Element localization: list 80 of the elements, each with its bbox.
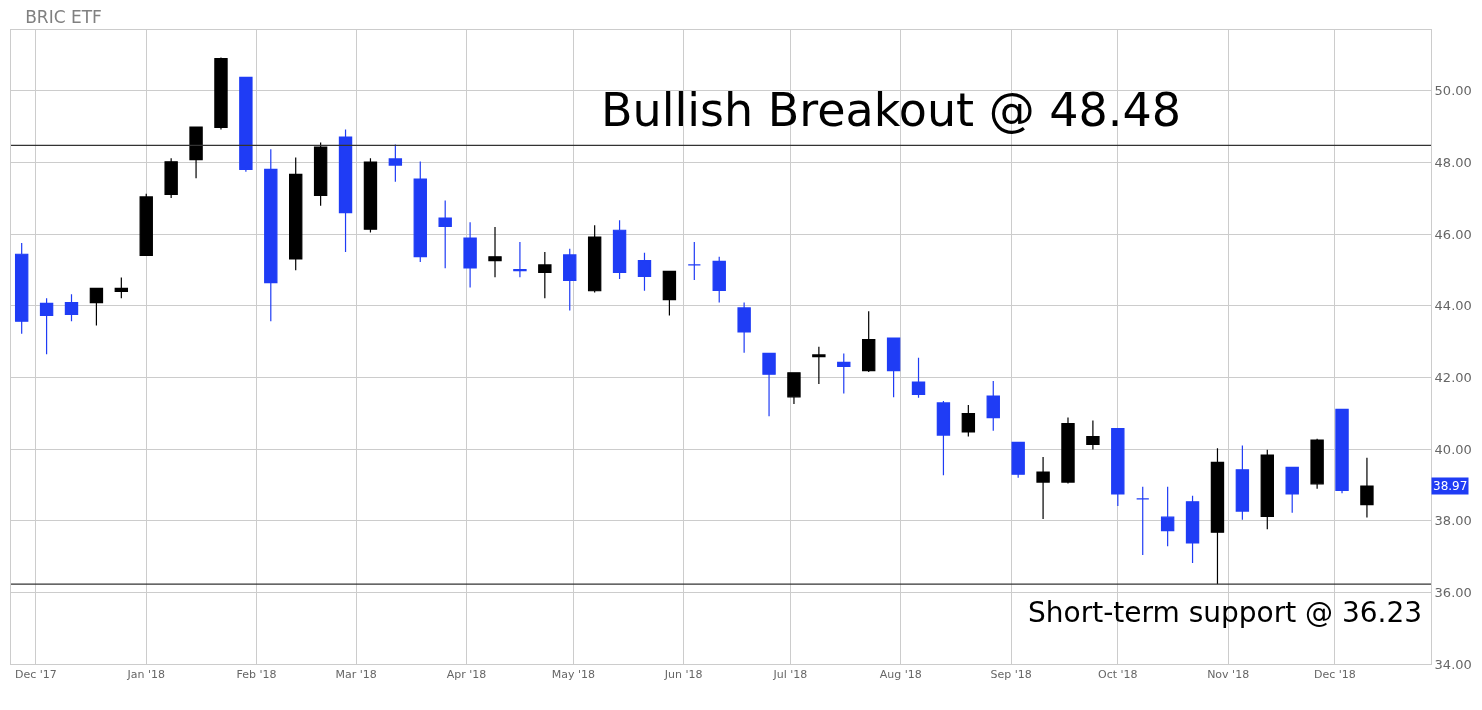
candlestick — [1310, 438, 1324, 490]
candlestick — [563, 248, 577, 312]
candlestick — [837, 352, 851, 395]
candlestick — [189, 126, 203, 179]
candlestick — [787, 372, 801, 405]
candlestick — [39, 297, 54, 355]
x-tick-label: Jan '18 — [126, 668, 165, 682]
candlestick — [1061, 416, 1075, 485]
candlestick — [538, 251, 552, 299]
annotation: 38.97 — [1433, 479, 1468, 493]
candlestick — [1335, 408, 1349, 494]
candlestick — [313, 141, 328, 207]
y-tick-label: 42.00 — [1434, 370, 1472, 385]
candlestick — [911, 357, 926, 399]
chart-title: BRIC ETF — [25, 6, 102, 27]
x-tick-label: May '18 — [551, 668, 595, 682]
y-tick-label: 40.00 — [1434, 441, 1472, 457]
candlestick — [587, 224, 602, 294]
candlestick — [1111, 428, 1125, 507]
candlestick — [1185, 495, 1200, 564]
candlestick — [164, 157, 178, 199]
candlestick — [1136, 486, 1150, 556]
x-tick-label: Nov '18 — [1207, 668, 1250, 682]
candlestick — [861, 310, 876, 373]
candlestick — [712, 256, 726, 304]
x-tick-label: Aug '18 — [879, 668, 922, 682]
candlestick — [762, 352, 776, 417]
y-tick-label: 34.00 — [1434, 656, 1472, 672]
candlestick — [463, 221, 477, 289]
candlestick — [1260, 449, 1274, 530]
candlestick — [687, 241, 702, 281]
x-tick-label: Dec '18 — [1314, 668, 1356, 682]
candlestick — [1235, 444, 1250, 521]
candlestick — [139, 193, 153, 256]
candlestick — [14, 242, 29, 335]
y-tick-label: 44.00 — [1434, 298, 1472, 314]
candlestick — [612, 219, 627, 280]
x-tick-label: Jul '18 — [772, 668, 808, 682]
y-tick-label: 38.00 — [1434, 513, 1472, 529]
candlestick — [637, 252, 652, 292]
candlestick — [1360, 457, 1374, 519]
candlestick — [289, 156, 303, 271]
candlestick — [737, 301, 751, 354]
y-tick-label: 46.00 — [1434, 226, 1472, 242]
ref-line-label: Short-term support @ 36.23 — [1028, 596, 1423, 629]
candlestick — [89, 287, 104, 327]
candlestick — [1285, 466, 1299, 514]
x-tick-label: Oct '18 — [1098, 668, 1138, 682]
candlestick — [388, 144, 403, 183]
ref-line-label: Bullish Breakout @ 48.48 — [601, 83, 1182, 137]
x-tick-label: Apr '18 — [446, 668, 487, 682]
candlestick — [936, 400, 951, 476]
candlestick — [264, 148, 278, 322]
candlestick — [338, 128, 353, 253]
candlestick — [1086, 419, 1100, 451]
candlestick — [961, 404, 976, 438]
candlestick — [886, 337, 901, 398]
y-tick-label: 36.00 — [1434, 584, 1472, 600]
y-tick-label: 50.00 — [1434, 83, 1472, 99]
candlestick — [413, 160, 427, 263]
candlestick — [1036, 456, 1050, 520]
candlestick — [986, 380, 1000, 432]
x-tick-label: Sep '18 — [990, 668, 1032, 682]
x-tick-label: Dec '17 — [15, 668, 57, 682]
candlestick — [239, 76, 253, 173]
candlestick — [812, 346, 826, 385]
x-tick-label: Mar '18 — [335, 668, 377, 682]
candlestick — [488, 226, 502, 278]
x-tick-label: Jun '18 — [663, 668, 703, 682]
candlestick — [363, 157, 378, 233]
candlestick — [1160, 486, 1175, 547]
candlestick — [214, 56, 228, 131]
candlestick — [1011, 441, 1025, 479]
x-tick-label: Feb '18 — [236, 668, 277, 682]
candlestick — [513, 241, 527, 278]
candlestick — [438, 199, 452, 269]
candlestick — [64, 293, 79, 322]
y-tick-label: 48.00 — [1434, 155, 1472, 171]
candlestick — [1210, 447, 1225, 585]
candlestick — [662, 270, 677, 317]
